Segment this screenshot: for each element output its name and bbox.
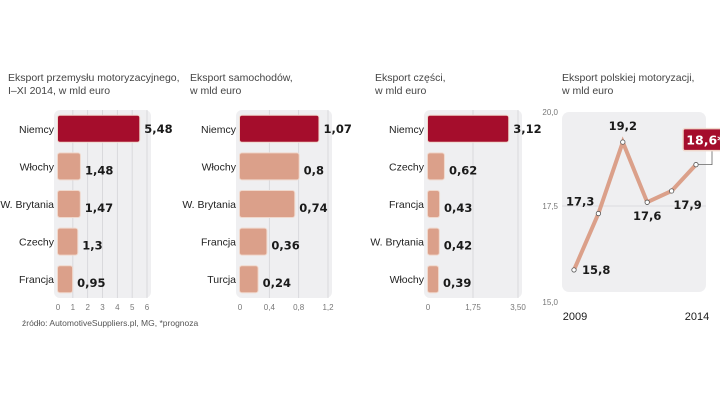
chart3-title-line2: w mld euro <box>375 85 427 97</box>
chart1-tick-label: 3 <box>100 303 105 312</box>
chart1-value-label: 1,48 <box>85 163 113 177</box>
chart3-bar <box>428 115 509 142</box>
chart1-category-label: Francja <box>19 274 54 286</box>
chart4-data-point <box>595 210 602 217</box>
chart2-value-label: 0,74 <box>299 201 327 215</box>
chart4-highlight-value: 18,6* <box>686 133 720 148</box>
source-note: źródło: AutomotiveSuppliers.pl, MG, *pro… <box>22 318 199 328</box>
chart4-ytick-label: 20,0 <box>542 108 558 117</box>
chart1-bar <box>58 228 78 255</box>
chart2-value-label: 0,24 <box>263 276 291 290</box>
chart4-xtick-label: 2009 <box>563 311 587 323</box>
chart4-callout-leader <box>698 150 713 166</box>
chart4-data-point <box>620 139 626 145</box>
chart1-title-line2: I–XI 2014, w mld euro <box>8 85 111 97</box>
chart4-ytick-label: 17,5 <box>542 202 558 211</box>
chart3-value-label: 0,42 <box>444 239 472 253</box>
chart1-tick-label: 0 <box>56 303 61 312</box>
chart2-category-label: W. Brytania <box>182 199 236 211</box>
chart4-value-label: 17,3 <box>566 195 594 209</box>
chart4-plot-area <box>562 112 706 292</box>
chart1-tick-label: 6 <box>145 303 150 312</box>
chart1-category-label: Czechy <box>19 237 55 249</box>
chart2-bar <box>240 266 258 293</box>
chart3-bar <box>428 191 440 217</box>
chart2-tick-label: 0,4 <box>264 303 276 312</box>
chart1-tick-label: 1 <box>71 303 76 312</box>
chart3-tick-label: 1,75 <box>465 303 481 312</box>
chart1-value-label: 1,3 <box>82 239 102 253</box>
chart2-category-label: Niemcy <box>201 124 237 136</box>
chart4-data-point <box>668 188 675 194</box>
chart1-tick-label: 4 <box>115 303 120 312</box>
chart2-title: Eksport samochodów, w mld euro <box>190 72 293 98</box>
chart4-title-line2: w mld euro <box>562 85 614 97</box>
chart2-bar <box>240 191 295 217</box>
chart1-bar <box>58 266 73 293</box>
chart1-value-label: 1,47 <box>85 201 113 215</box>
chart3-category-label: Niemcy <box>389 124 425 136</box>
chart2-tick-label: 0,8 <box>293 303 305 312</box>
chart1-value-label: 0,95 <box>77 276 105 290</box>
chart4-highlight-badge <box>682 127 720 152</box>
chart3-category-label: Francja <box>389 199 424 211</box>
chart3-tick-label: 0 <box>426 303 431 312</box>
chart3-title: Eksport części, w mld euro <box>375 72 446 98</box>
chart2-title-line2: w mld euro <box>190 85 242 97</box>
chart2-category-label: Francja <box>201 237 236 249</box>
chart2-bar <box>240 153 299 180</box>
chart3-value-label: 0,43 <box>444 201 472 215</box>
chart1-bar <box>58 191 80 217</box>
chart4-data-point <box>644 199 650 205</box>
chart4-xtick-label: 2014 <box>685 311 709 323</box>
chart3-bar <box>428 266 439 293</box>
chart1-tick-label: 5 <box>130 303 135 312</box>
chart3-category-label: Włochy <box>390 274 425 286</box>
chart2-tick-label: 1,2 <box>322 303 334 312</box>
chart4-value-label: 19,2 <box>609 119 637 133</box>
chart1-bar <box>58 153 80 180</box>
chart1-category-label: Włochy <box>20 161 55 173</box>
chart1-tick-label: 2 <box>85 303 90 312</box>
chart4-title-line1: Eksport polskiej motoryzacji, <box>562 72 695 84</box>
chart3-title-line1: Eksport części, <box>375 72 446 84</box>
chart1-title-line1: Eksport przemysłu motoryzacyjnego, <box>8 72 180 84</box>
chart4-series-line <box>572 136 698 271</box>
chart4-data-point <box>693 162 699 168</box>
chart1-category-label: Niemcy <box>19 124 55 136</box>
chart4-value-label: 17,6 <box>633 209 661 223</box>
chart1-title: Eksport przemysłu motoryzacyjnego, I–XI … <box>8 72 180 98</box>
chart3-category-label: Czechy <box>389 161 425 173</box>
chart3-value-label: 0,62 <box>449 163 477 177</box>
chart2-title-line1: Eksport samochodów, <box>190 72 293 84</box>
chart3-category-label: W. Brytania <box>370 237 424 249</box>
chart4-ytick-label: 15,0 <box>542 298 558 307</box>
chart3-bar <box>428 228 439 255</box>
chart1-category-label: W. Brytania <box>0 199 54 211</box>
chart2-value-label: 0,8 <box>304 163 324 177</box>
chart2-category-label: Turcja <box>207 274 236 286</box>
chart2-tick-label: 0 <box>238 303 243 312</box>
chart1-bar <box>58 115 140 142</box>
chart4-value-label: 17,9 <box>673 198 701 212</box>
chart2-value-label: 1,07 <box>323 122 351 136</box>
chart1-value-label: 5,48 <box>144 122 172 136</box>
chart4-data-point <box>571 267 577 273</box>
chart3-value-label: 3,12 <box>513 122 541 136</box>
chart3-value-label: 0,39 <box>443 276 471 290</box>
chart2-category-label: Włochy <box>202 161 237 173</box>
chart4-value-label: 15,8 <box>582 263 610 277</box>
chart2-bar <box>240 115 319 142</box>
chart2-bar <box>240 228 267 255</box>
chart4-title: Eksport polskiej motoryzacji, w mld euro <box>562 72 694 98</box>
chart3-bar <box>428 153 444 180</box>
chart2-value-label: 0,36 <box>271 239 299 253</box>
chart3-tick-label: 3,50 <box>510 303 526 312</box>
